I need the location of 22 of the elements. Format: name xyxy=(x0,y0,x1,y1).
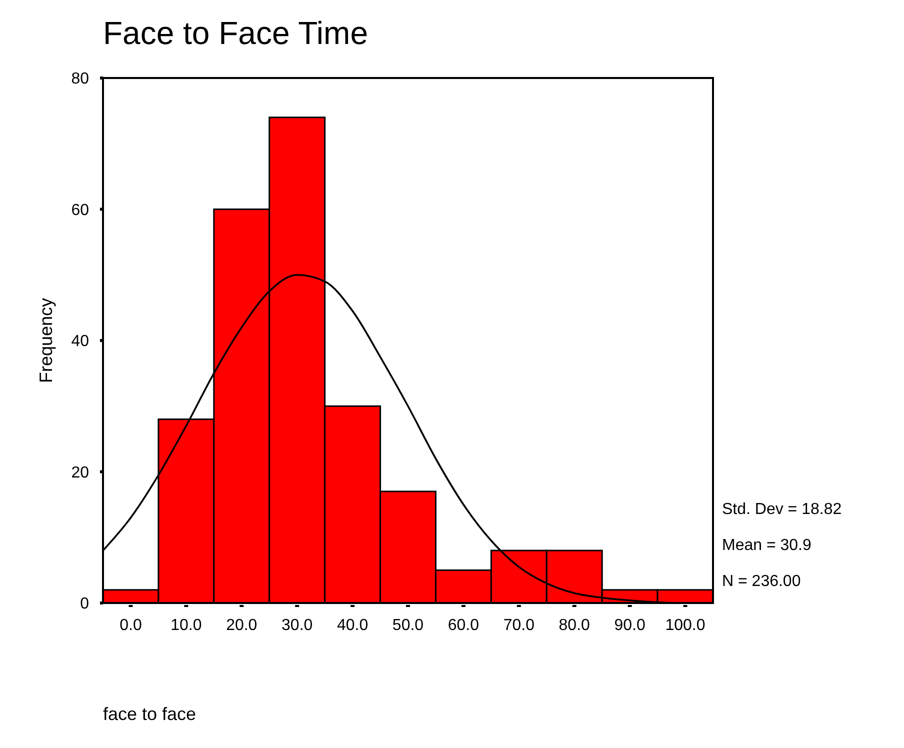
y-tick-label: 20 xyxy=(71,464,90,482)
x-tick-label: 100.0 xyxy=(665,617,706,634)
x-tick-label: 90.0 xyxy=(614,617,646,634)
x-tick-label: 50.0 xyxy=(392,617,424,634)
y-tick-label: 40 xyxy=(71,333,90,350)
x-tick-label: 10.0 xyxy=(170,617,202,634)
x-tick-label: 80.0 xyxy=(558,617,590,634)
y-axis-title: Frequency xyxy=(36,298,56,384)
text: Mean = 30.9 xyxy=(722,537,812,554)
x-tick-label: 70.0 xyxy=(503,617,535,634)
x-tick-label: 60.0 xyxy=(448,617,480,634)
x-axis-title: face to face xyxy=(103,704,196,724)
x-tick-label: 40.0 xyxy=(336,617,368,634)
y-tick-label: 80 xyxy=(71,70,90,88)
x-tick-label: 20.0 xyxy=(226,617,258,634)
x-tick-label: 30.0 xyxy=(282,617,313,634)
x-tick-label: 0.0 xyxy=(120,617,142,634)
y-tick-label: 0 xyxy=(80,596,90,613)
y-tick-label: 60 xyxy=(71,202,90,219)
text: Std. Dev = 18.82 xyxy=(722,501,842,518)
chart-title: Face to Face Time xyxy=(103,15,368,51)
text: N = 236.00 xyxy=(722,573,801,590)
